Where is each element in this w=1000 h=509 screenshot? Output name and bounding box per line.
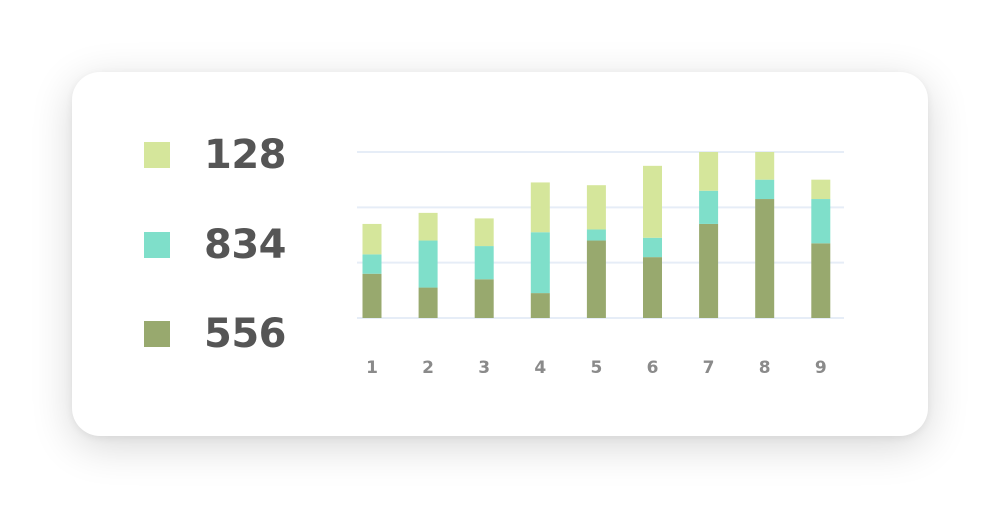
legend-value-olive: 556 xyxy=(204,311,287,357)
bar-segment-9-1 xyxy=(811,243,831,318)
bar-segment-1-3 xyxy=(362,223,382,255)
bar-segment-4-2 xyxy=(530,232,550,294)
bar-segment-2-2 xyxy=(418,240,438,288)
x-tick-label-4: 4 xyxy=(534,358,546,378)
stacked-bar-chart: 1 2 3 4 5 6 7 8 9 xyxy=(357,151,844,378)
bar-segment-8-1 xyxy=(755,199,775,318)
bar-segment-5-1 xyxy=(586,240,606,318)
bar-segment-7-1 xyxy=(699,223,719,318)
bar-segment-9-2 xyxy=(811,199,831,244)
x-tick-label-8: 8 xyxy=(759,358,771,378)
bar-segment-2-1 xyxy=(418,287,438,318)
bar-segment-8-3 xyxy=(755,152,775,180)
x-tick-label-1: 1 xyxy=(366,358,378,378)
bar-segment-5-3 xyxy=(586,185,606,230)
legend: 128 834 556 xyxy=(144,72,364,436)
legend-item-light-green: 128 xyxy=(144,132,364,178)
legend-swatch-olive xyxy=(144,321,170,347)
x-tick-label-5: 5 xyxy=(590,358,602,378)
bar-segment-7-3 xyxy=(699,152,719,191)
bar-segment-5-2 xyxy=(586,229,606,241)
bar-segment-8-2 xyxy=(755,179,775,200)
bar-segment-1-1 xyxy=(362,273,382,318)
legend-swatch-teal xyxy=(144,232,170,258)
legend-item-teal: 834 xyxy=(144,222,364,268)
legend-item-olive: 556 xyxy=(144,311,364,357)
bar-segment-3-3 xyxy=(474,218,494,247)
bar-segment-7-2 xyxy=(699,190,719,224)
bar-segment-3-1 xyxy=(474,279,494,318)
bar-segment-6-1 xyxy=(643,257,662,318)
bar-segment-1-2 xyxy=(362,254,382,274)
bar-segment-4-3 xyxy=(530,182,550,233)
bar-segment-6-3 xyxy=(643,165,662,238)
legend-swatch-light-green xyxy=(144,142,170,168)
bar-segment-6-2 xyxy=(643,237,662,258)
bar-segment-2-3 xyxy=(418,212,438,241)
x-tick-label-2: 2 xyxy=(422,358,434,378)
legend-value-teal: 834 xyxy=(204,222,287,268)
x-tick-label-6: 6 xyxy=(647,358,659,378)
x-tick-label-3: 3 xyxy=(478,358,490,378)
x-tick-label-7: 7 xyxy=(703,358,715,378)
chart-card: 128 834 556 1 2 3 4 5 6 7 8 9 xyxy=(72,72,928,436)
x-tick-label-9: 9 xyxy=(815,358,827,378)
bar-segment-4-1 xyxy=(530,293,550,318)
bar-segment-3-2 xyxy=(474,246,494,280)
bar-segment-9-3 xyxy=(811,179,831,200)
legend-value-light-green: 128 xyxy=(204,132,287,178)
